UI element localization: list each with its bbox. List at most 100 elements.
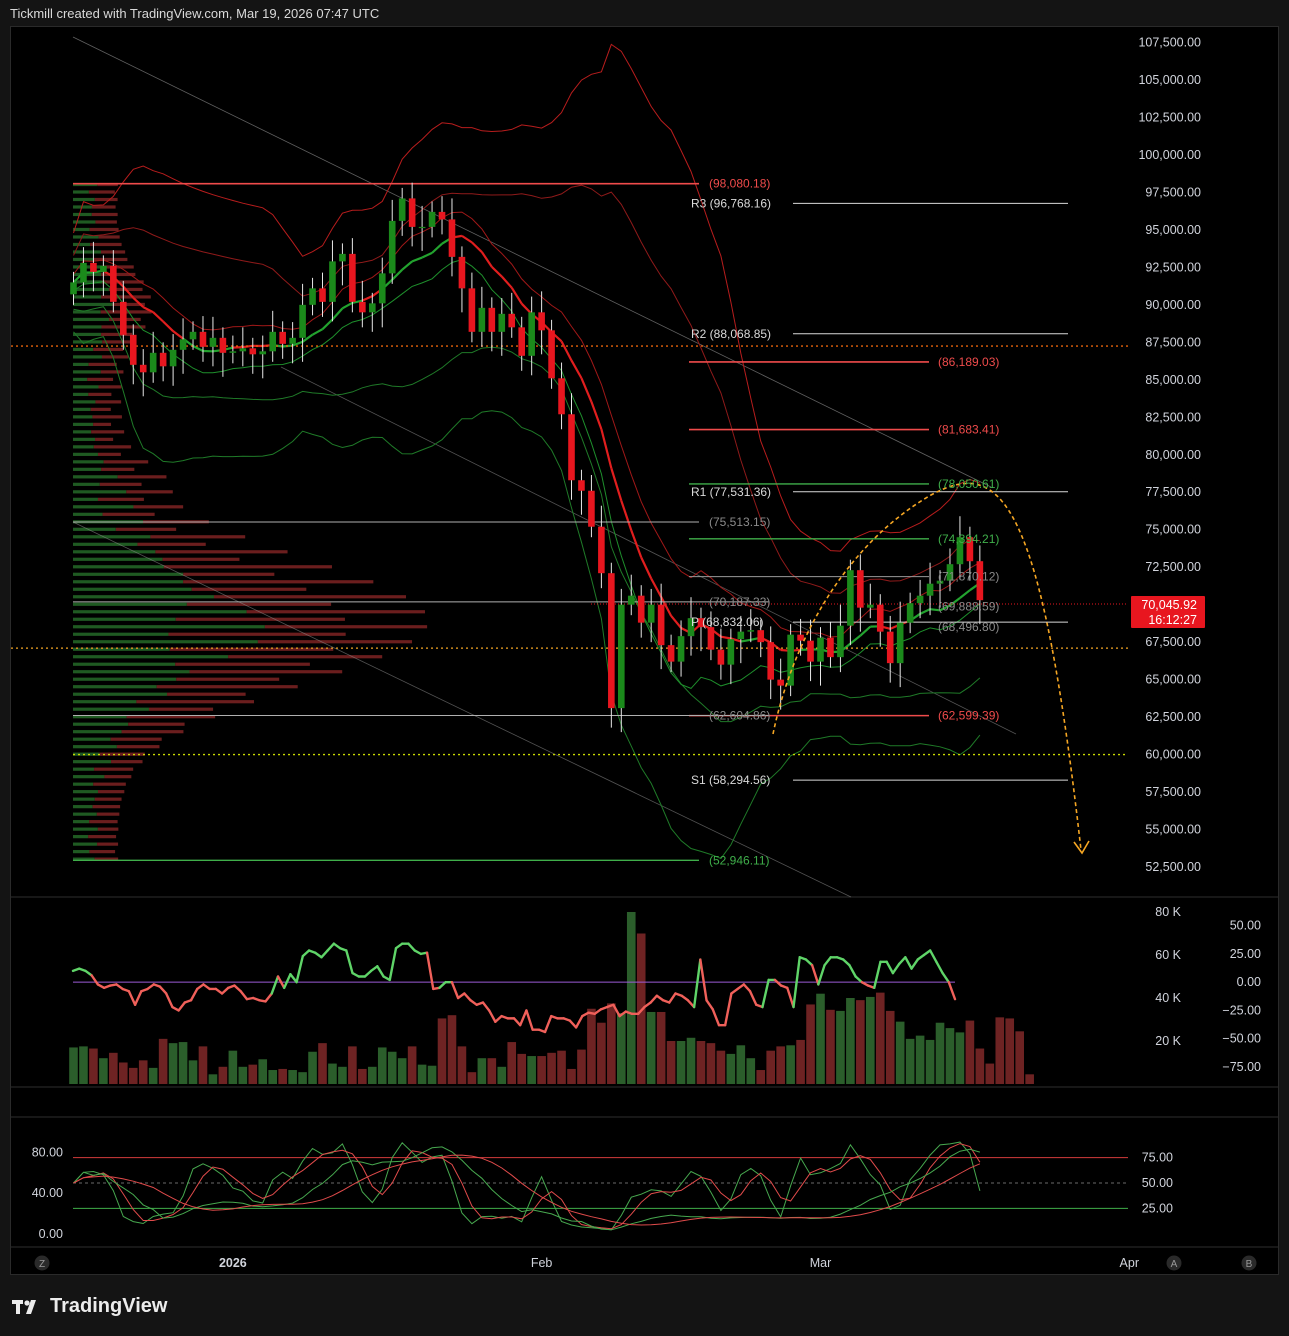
moving-average-segment bbox=[660, 596, 673, 617]
bull-candle bbox=[259, 351, 267, 355]
bear-candle bbox=[777, 679, 784, 686]
chart-canvas[interactable]: (98,080.18) (86,189.03) (81,683.41) (62,599… bbox=[11, 27, 1278, 1274]
volume-bar bbox=[537, 1056, 546, 1084]
green-level-label: (78,050.61) bbox=[938, 477, 999, 491]
volume-profile-sell-bar bbox=[183, 580, 374, 584]
oscillator-tick-label: −50.00 bbox=[1222, 1032, 1261, 1046]
volume-profile-sell-bar bbox=[92, 415, 122, 419]
volume-profile-sell-bar bbox=[94, 767, 134, 771]
momentum-segment bbox=[487, 1009, 497, 1023]
green-level-label: (74,394.21) bbox=[938, 532, 999, 546]
momentum-segment bbox=[922, 949, 932, 957]
volume-profile-sell-bar bbox=[150, 535, 246, 539]
volume-profile-buy-bar bbox=[73, 460, 104, 464]
price-pane[interactable]: (98,080.18) (86,189.03) (81,683.41) (62,599… bbox=[11, 35, 1278, 1248]
stochastic-pane[interactable]: 80.00 40.00 0.00 75.00 50.00 25.00 bbox=[32, 1141, 1173, 1241]
time-axis[interactable]: 2026 Feb Mar Apr Z A B bbox=[34, 1255, 1257, 1271]
momentum-segment bbox=[220, 986, 230, 995]
momentum-segment bbox=[202, 983, 211, 991]
moving-average-segment bbox=[361, 295, 373, 302]
volume-profile-buy-bar bbox=[73, 542, 138, 546]
momentum-segment bbox=[363, 969, 373, 978]
bull-candle bbox=[398, 198, 406, 221]
volume-profile-buy-bar bbox=[73, 857, 95, 861]
volume-pane[interactable]: 80 K 60 K 40 K 20 K 50.00 25.00 0.00 −25.00 −50.… bbox=[69, 905, 1261, 1084]
log-scale-button[interactable]: B bbox=[1241, 1255, 1257, 1271]
volume-profile-sell-bar bbox=[101, 332, 133, 337]
volume-profile-sell-bar bbox=[155, 550, 288, 554]
volume-profile-sell-bar bbox=[101, 272, 136, 277]
keltner-lower bbox=[73, 259, 981, 689]
volume-bar bbox=[567, 1068, 576, 1084]
bull-candle bbox=[418, 226, 426, 229]
bear-candle bbox=[548, 330, 555, 379]
bear-candle bbox=[110, 265, 117, 302]
bollinger-lower-outer bbox=[73, 331, 981, 860]
momentum-segment bbox=[494, 1014, 503, 1023]
momentum-segment bbox=[369, 965, 379, 973]
bear-candle bbox=[359, 301, 366, 313]
moving-average-segment bbox=[650, 577, 663, 598]
volume-tick-label: 80 K bbox=[1155, 905, 1181, 919]
bull-candle bbox=[309, 288, 316, 305]
moving-average-segment bbox=[740, 638, 751, 643]
volume-profile-buy-bar bbox=[73, 737, 111, 741]
volume-profile-buy-bar bbox=[73, 692, 168, 696]
momentum-segment bbox=[810, 963, 820, 986]
momentum-segment bbox=[817, 963, 826, 986]
bollinger-upper-outer bbox=[73, 43, 981, 552]
auto-scale-button[interactable]: Z bbox=[34, 1255, 50, 1271]
bear-candle bbox=[827, 637, 834, 658]
time-tick-label: Apr bbox=[1120, 1256, 1139, 1270]
volume-tick-label: 40 K bbox=[1155, 991, 1181, 1005]
stoch-right-tick-label: 25.00 bbox=[1142, 1201, 1173, 1215]
moving-average-segment bbox=[520, 302, 533, 315]
price-tick-label: 105,000.00 bbox=[1138, 73, 1201, 87]
gray-level-label: (69,888.59) bbox=[938, 599, 999, 613]
volume-profile-sell-bar bbox=[91, 430, 125, 434]
moving-average-segment bbox=[510, 287, 523, 305]
momentum-segment bbox=[289, 973, 298, 984]
price-tick-label: 95,000.00 bbox=[1145, 223, 1201, 237]
bull-candle bbox=[339, 253, 346, 262]
time-tick-label: 2026 bbox=[219, 1256, 247, 1270]
bull-candle bbox=[787, 634, 794, 686]
volume-profile-buy-bar bbox=[73, 362, 89, 367]
momentum-segment bbox=[115, 983, 124, 991]
bull-candle bbox=[229, 351, 237, 353]
volume-profile-sell-bar bbox=[228, 655, 383, 659]
bear-candle bbox=[408, 198, 416, 227]
bull-candle bbox=[747, 630, 755, 632]
trend-line-lower bbox=[72, 521, 852, 898]
volume-profile-sell-bar bbox=[117, 475, 167, 479]
momentum-segment bbox=[748, 990, 758, 1006]
brand-name: TradingView bbox=[50, 1295, 168, 1317]
volume-bar bbox=[636, 933, 646, 1084]
volume-bar bbox=[766, 1050, 775, 1084]
bear-candle bbox=[129, 334, 137, 365]
tradingview-logo: TradingView bbox=[12, 1295, 167, 1318]
volume-profile-sell-bar bbox=[99, 752, 145, 756]
volume-profile-sell-bar bbox=[257, 640, 413, 644]
volume-bar bbox=[736, 1045, 746, 1084]
auto-button[interactable]: A bbox=[1166, 1255, 1182, 1271]
volume-profile-buy-bar bbox=[73, 745, 117, 749]
stoch-k-line bbox=[73, 1141, 981, 1231]
stoch-right-tick-label: 75.00 bbox=[1142, 1151, 1173, 1165]
price-tick-label: 92,500.00 bbox=[1145, 260, 1201, 274]
volume-bar bbox=[726, 1053, 736, 1084]
volume-profile-buy-bar bbox=[73, 610, 247, 614]
momentum-segment bbox=[326, 942, 336, 952]
bull-candle bbox=[956, 537, 964, 565]
moving-average-segment bbox=[491, 266, 503, 278]
gray-level-label: (62,604.86) bbox=[709, 709, 770, 723]
volume-profile-buy-bar bbox=[73, 602, 187, 606]
keltner-upper bbox=[73, 211, 981, 638]
volume-bar bbox=[338, 1066, 347, 1084]
green-level-label: (52,946.11) bbox=[709, 853, 770, 867]
price-tick-label: 77,500.00 bbox=[1145, 485, 1201, 499]
volume-profile-buy-bar bbox=[73, 685, 157, 689]
volume-profile-buy-bar bbox=[73, 407, 91, 411]
volume-profile-sell-bar bbox=[126, 490, 173, 494]
bear-candle bbox=[876, 604, 884, 632]
